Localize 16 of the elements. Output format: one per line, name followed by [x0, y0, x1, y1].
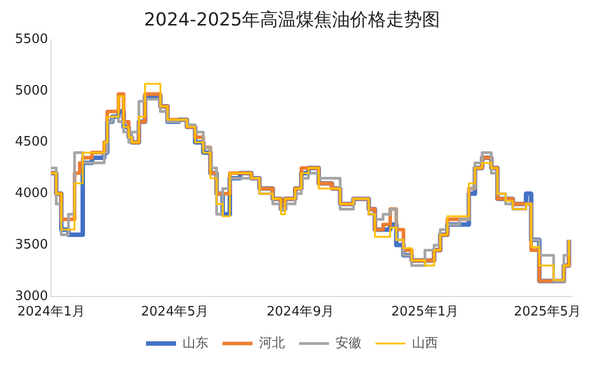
legend-label: 山西	[412, 336, 438, 351]
x-tick-label: 2024年9月	[266, 304, 334, 320]
y-tick-label: 4000	[14, 186, 48, 202]
legend-label: 山东	[182, 336, 208, 351]
y-tick-label: 4500	[14, 134, 48, 150]
y-tick-label: 5000	[14, 83, 48, 98]
legend-label: 安徽	[336, 334, 362, 351]
x-tick-label: 2025年5月	[514, 304, 582, 320]
chart-title: 2024-2025年高温煤焦油价格走势图	[144, 9, 440, 30]
x-tick-label: 2024年5月	[140, 304, 208, 320]
x-tick-label: 2025年1月	[391, 304, 459, 320]
y-tick-label: 3000	[14, 288, 48, 304]
x-tick-label: 2024年1月	[17, 304, 85, 320]
y-tick-label: 5500	[14, 32, 48, 47]
y-tick-label: 3500	[14, 237, 48, 252]
legend-label: 河北	[259, 336, 285, 351]
